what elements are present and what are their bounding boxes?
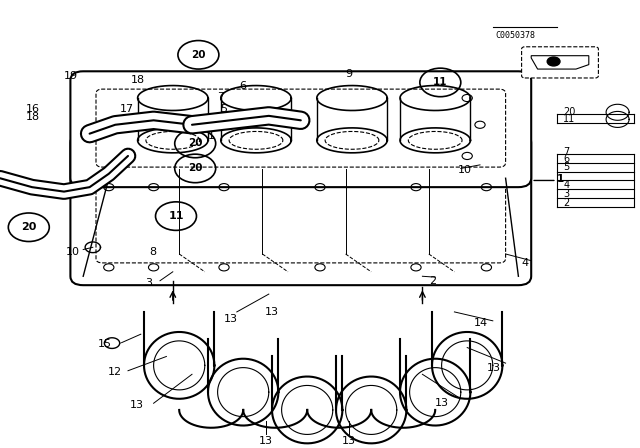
FancyBboxPatch shape: [70, 134, 531, 285]
Text: 17: 17: [120, 104, 134, 114]
Text: 20: 20: [188, 138, 202, 148]
Text: 13: 13: [342, 436, 356, 446]
Text: 11: 11: [563, 114, 575, 125]
Text: 12: 12: [108, 367, 122, 377]
Text: 10: 10: [66, 247, 80, 257]
Text: 2: 2: [429, 276, 436, 286]
Text: 11: 11: [433, 78, 447, 87]
Text: 9: 9: [345, 69, 353, 79]
Text: 13: 13: [259, 436, 273, 446]
Text: 8: 8: [150, 247, 157, 257]
Text: 3: 3: [145, 278, 152, 288]
Text: 4: 4: [563, 180, 570, 190]
Text: 18: 18: [26, 112, 40, 122]
Text: 7: 7: [563, 146, 570, 156]
Text: C0050378: C0050378: [495, 31, 535, 40]
Text: 13: 13: [486, 362, 500, 373]
Text: 5: 5: [220, 104, 227, 114]
Text: 15: 15: [98, 339, 112, 349]
Text: 20: 20: [563, 107, 575, 117]
FancyBboxPatch shape: [70, 71, 531, 187]
Text: 13: 13: [265, 307, 279, 318]
Text: 2: 2: [563, 198, 570, 208]
Text: 16: 16: [26, 104, 40, 114]
Circle shape: [547, 57, 560, 66]
Text: 20: 20: [21, 222, 36, 232]
Text: 11: 11: [168, 211, 184, 221]
Text: 1: 1: [556, 174, 564, 184]
Text: 7: 7: [217, 92, 224, 102]
Text: 19: 19: [63, 71, 77, 81]
Text: 1: 1: [207, 131, 214, 141]
Text: 14: 14: [474, 318, 488, 328]
Text: 20: 20: [191, 50, 205, 60]
Text: 13: 13: [223, 314, 237, 324]
Polygon shape: [531, 56, 589, 69]
Text: 6: 6: [239, 81, 246, 90]
Text: 4: 4: [522, 258, 529, 268]
Text: 5: 5: [563, 162, 570, 172]
FancyBboxPatch shape: [522, 47, 598, 78]
Text: 3: 3: [563, 189, 570, 199]
Text: 20: 20: [188, 164, 202, 173]
Text: 13: 13: [435, 398, 449, 408]
Text: 18: 18: [131, 75, 145, 85]
Text: 10: 10: [458, 165, 472, 175]
Text: 6: 6: [563, 154, 570, 164]
Text: 13: 13: [130, 401, 144, 410]
